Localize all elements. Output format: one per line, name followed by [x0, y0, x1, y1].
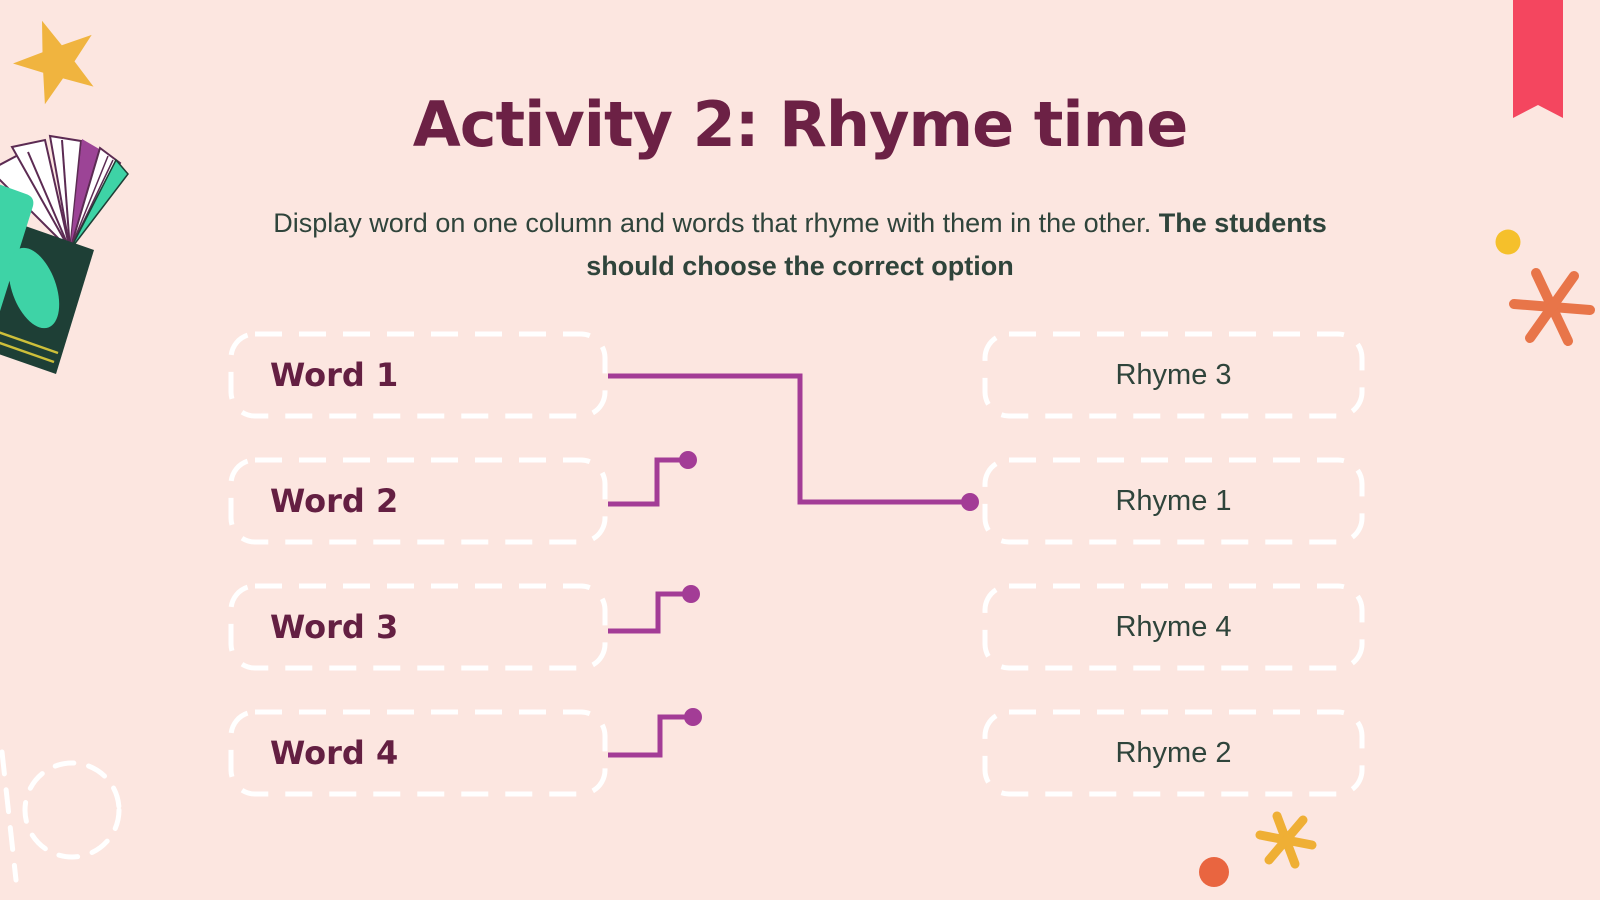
instructions-bold-line2: should choose the correct option	[586, 251, 1014, 281]
open-book-icon	[0, 134, 129, 374]
rhyme-box-2[interactable]: Rhyme 2	[982, 709, 1365, 797]
rhyme-label: Rhyme 1	[1115, 484, 1232, 517]
word-label: Word 2	[270, 482, 399, 520]
bookmark-ribbon-icon	[1513, 0, 1563, 118]
rhyme-label: Rhyme 3	[1115, 358, 1232, 391]
orange-asterisk-icon	[1509, 268, 1595, 346]
word-box-2[interactable]: Word 2	[228, 457, 608, 545]
dashed-line-icon	[0, 749, 19, 883]
yellow-asterisk-icon	[1255, 811, 1317, 869]
connector-stub-word3	[608, 585, 700, 634]
page-title: Activity 2: Rhyme time	[412, 88, 1189, 161]
instructions-text: Display word on one column and words tha…	[175, 202, 1425, 288]
word-label: Word 4	[270, 734, 399, 772]
word-label: Word 1	[270, 356, 399, 394]
word-box-1[interactable]: Word 1	[228, 331, 608, 419]
rhyme-box-4[interactable]: Rhyme 4	[982, 583, 1365, 671]
dashed-circle-icon	[22, 760, 122, 860]
connector-stub-word4	[608, 708, 702, 758]
yellow-dot-icon	[1495, 229, 1521, 255]
connector-word1-rhyme1	[608, 373, 979, 511]
connector-stub-word2	[608, 451, 697, 507]
word-label: Word 3	[270, 608, 399, 646]
orange-dot-icon	[1199, 857, 1229, 887]
rhyme-box-3[interactable]: Rhyme 3	[982, 331, 1365, 419]
rhyme-box-1[interactable]: Rhyme 1	[982, 457, 1365, 545]
word-box-4[interactable]: Word 4	[228, 709, 608, 797]
rhyme-label: Rhyme 4	[1115, 610, 1232, 643]
word-box-3[interactable]: Word 3	[228, 583, 608, 671]
instructions-regular: Display word on one column and words tha…	[273, 208, 1159, 238]
instructions-bold-line1: The students	[1158, 208, 1327, 238]
rhyme-label: Rhyme 2	[1115, 736, 1232, 769]
